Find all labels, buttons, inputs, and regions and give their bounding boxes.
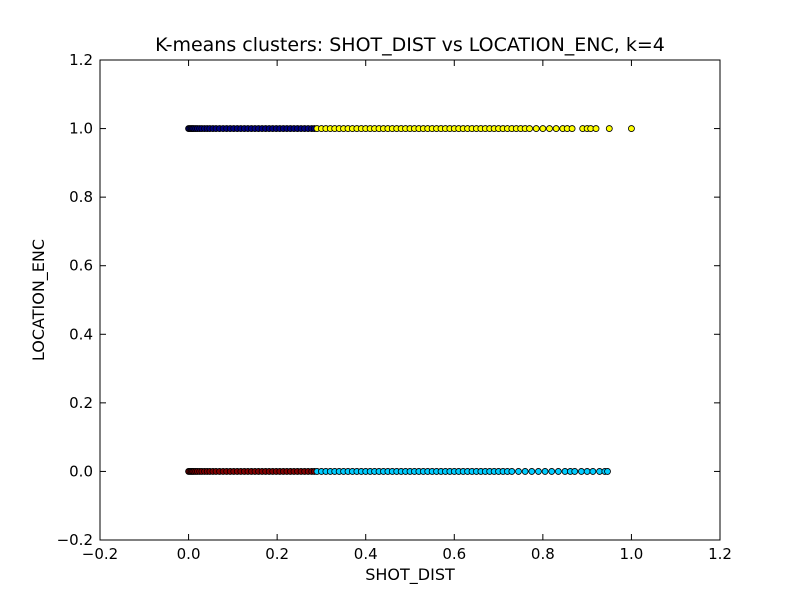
x-tick-label: 1.0 [619,545,643,563]
plot-area [100,60,720,540]
data-point [577,468,585,475]
data-point [583,468,591,475]
y-tick-label: 1.2 [69,51,93,69]
y-tick-label: 0.0 [69,462,93,480]
data-point [548,468,556,475]
data-point [552,125,560,132]
data-point [535,468,542,475]
data-point [589,468,597,475]
data-point [515,468,522,475]
data-point [526,125,533,132]
x-axis-label: SHOT_DIST [365,565,455,585]
data-point [521,468,529,475]
data-point [628,125,635,132]
data-points [185,125,635,475]
x-tick-label: 0.8 [531,545,555,563]
data-point [508,468,516,475]
data-point [541,468,549,475]
y-tick-label: 0.2 [69,394,93,412]
data-point [605,125,613,132]
y-tick-label: 0.6 [69,257,93,275]
y-axis-label: LOCATION_ENC [29,239,49,361]
data-point [546,125,553,132]
y-tick-label: 0.4 [69,325,93,343]
data-point [539,125,547,132]
axes-frame [99,59,721,541]
x-tick-label: 0.4 [354,545,378,563]
y-tick-label: −0.2 [57,531,93,549]
data-point [532,125,540,132]
x-tick-label: 1.2 [708,545,732,563]
y-tick-label: 1.0 [69,120,93,138]
x-tick-label: −0.2 [82,545,118,563]
data-point [571,468,579,475]
chart-title: K-means clusters: SHOT_DIST vs LOCATION_… [155,34,665,56]
axis-ticks: −0.2 0.0 0.2 0.4 0.6 0.8 1.0 1.2 −0.2 0.0 0.2 0.4 0.… [57,51,732,563]
data-point [554,468,562,475]
x-tick-label: 0.0 [177,545,201,563]
data-point [592,125,600,132]
x-tick-label: 0.2 [265,545,289,563]
y-tick-label: 0.8 [69,188,93,206]
data-point [604,468,611,475]
x-tick-label: 0.6 [442,545,466,563]
data-point [568,125,576,132]
data-point [528,468,536,475]
